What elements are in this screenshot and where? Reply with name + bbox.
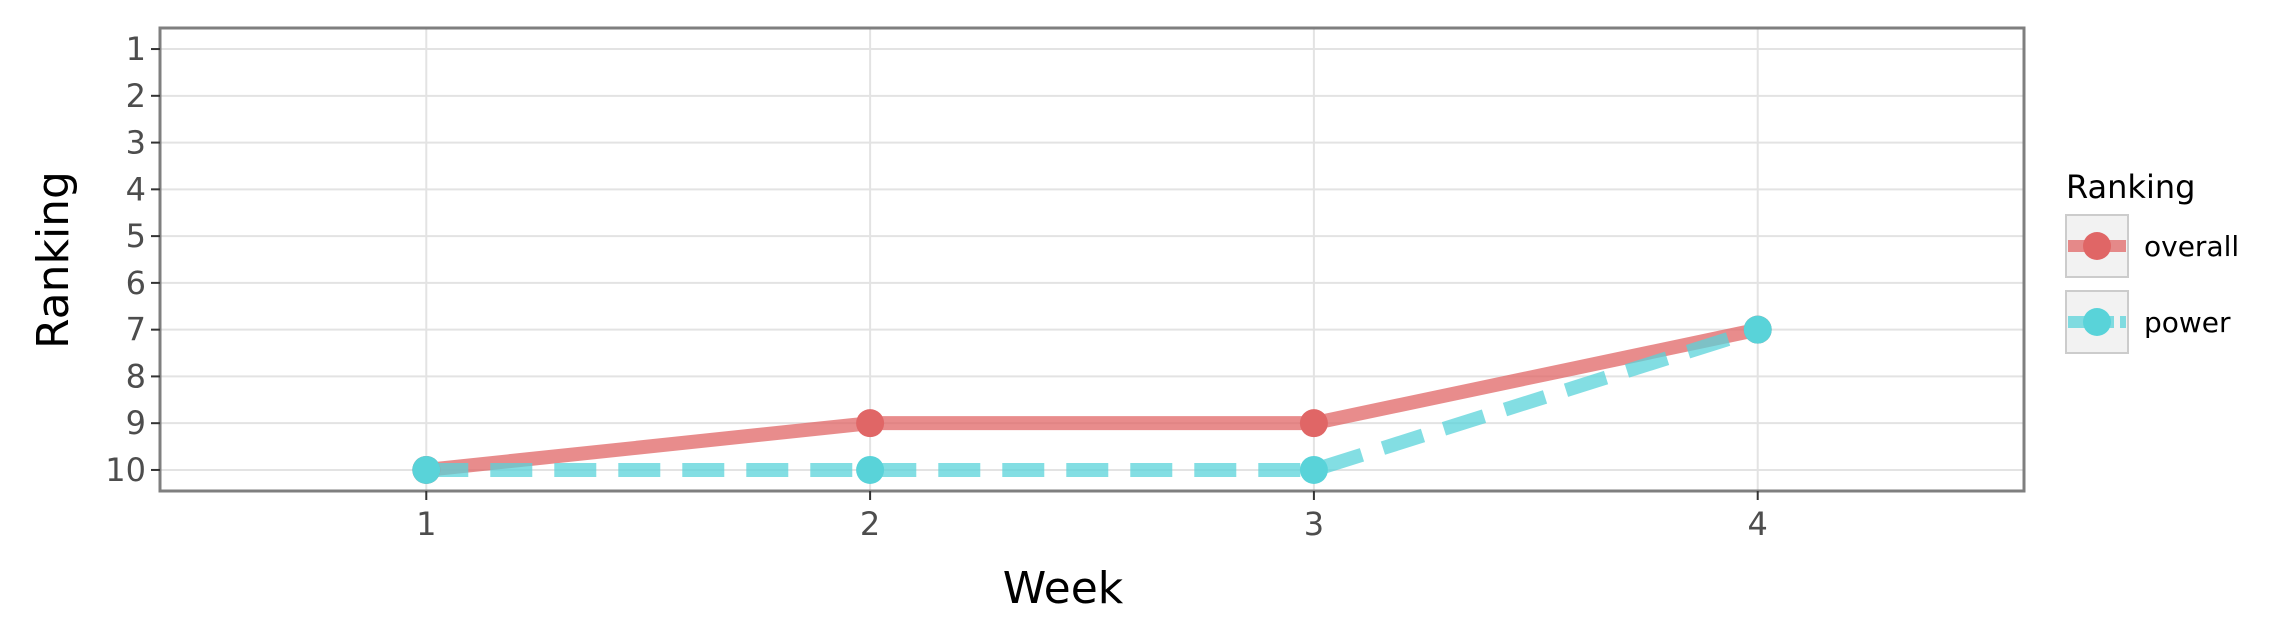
y-axis: 1 2 3 4 5 6 7 8 9 10: [105, 30, 160, 489]
data-point-power: [412, 455, 441, 484]
data-point-power: [1299, 455, 1328, 484]
legend: Ranking overall power: [2065, 168, 2239, 354]
data-point-power: [1743, 315, 1772, 344]
x-tick-label: 4: [1748, 505, 1768, 543]
legend-label-power: power: [2144, 306, 2231, 339]
y-tick-label: 1: [126, 30, 146, 68]
plot-panel: [160, 28, 2024, 491]
legend-items: overall power: [2065, 214, 2239, 354]
x-tick-label: 3: [1304, 505, 1324, 543]
y-tick-label: 10: [105, 451, 146, 489]
x-tick-label: 2: [860, 505, 880, 543]
y-tick-label: 4: [126, 170, 146, 208]
grid: [160, 28, 2024, 491]
data-point-overall: [1299, 409, 1328, 438]
x-axis-title: Week: [1003, 563, 1124, 614]
y-tick-label: 6: [126, 264, 146, 302]
series-layer: [412, 315, 1772, 484]
data-point-overall: [856, 409, 885, 438]
y-axis-title: Ranking: [28, 171, 79, 349]
series-line-power: [426, 322, 1760, 477]
series-line-overall: [425, 322, 1760, 477]
y-tick-label: 9: [126, 404, 146, 442]
data-point-power: [856, 455, 885, 484]
legend-point-overall: [2083, 232, 2111, 260]
y-tick-label: 8: [126, 357, 146, 395]
y-tick-label: 3: [126, 124, 146, 162]
x-tick-label: 1: [416, 505, 436, 543]
legend-label-overall: overall: [2144, 230, 2239, 263]
legend-point-power: [2083, 308, 2111, 336]
x-axis: 1 2 3 4: [416, 491, 1768, 543]
y-tick-label: 2: [126, 77, 146, 115]
legend-title: Ranking: [2066, 168, 2195, 206]
plot-panel-border: [158, 26, 2026, 493]
y-tick-label: 5: [126, 217, 146, 255]
y-tick-label: 7: [126, 311, 146, 349]
